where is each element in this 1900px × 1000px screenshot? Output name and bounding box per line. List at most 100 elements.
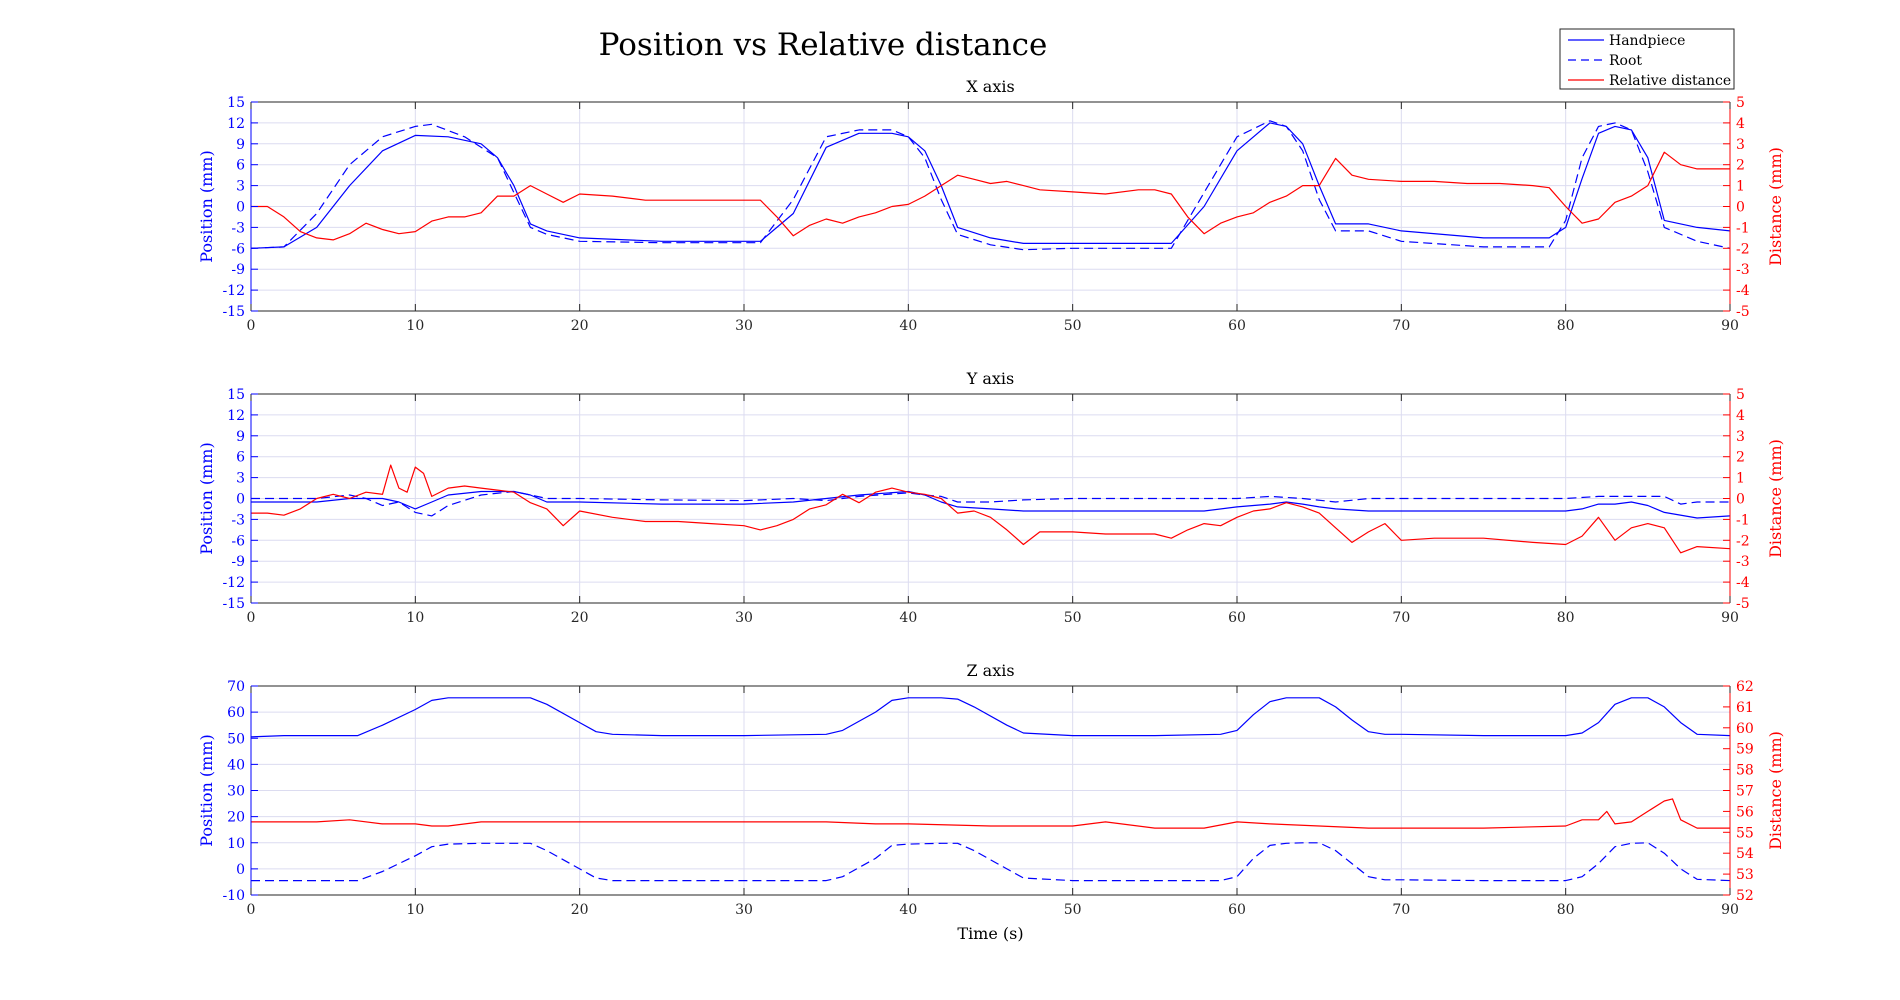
y2-tick-label: 0 — [1736, 200, 1745, 216]
y-tick-label: -15 — [222, 304, 245, 320]
y-tick-label: 0 — [236, 862, 245, 878]
y-tick-label: -9 — [231, 554, 245, 570]
y-axis-label: Position (mm) — [197, 442, 216, 554]
x-tick-label: 40 — [899, 610, 917, 626]
y2-tick-label: -5 — [1736, 304, 1750, 320]
y2-tick-label: -5 — [1736, 596, 1750, 612]
y-tick-label: 20 — [227, 810, 245, 826]
y-tick-label: 9 — [236, 137, 245, 153]
y2-tick-label: 1 — [1736, 179, 1745, 195]
x-tick-label: 20 — [571, 610, 589, 626]
x-tick-label: 50 — [1064, 902, 1082, 918]
y2-tick-label: -1 — [1736, 220, 1750, 236]
y-tick-label: 0 — [236, 200, 245, 216]
x-tick-label: 30 — [735, 610, 753, 626]
y2-tick-label: 56 — [1736, 804, 1754, 820]
y-axis-label: Position (mm) — [197, 734, 216, 846]
legend-label: Handpiece — [1609, 33, 1685, 49]
y-tick-label: -6 — [231, 533, 245, 549]
x-tick-label: 80 — [1557, 610, 1575, 626]
series-line-root — [250, 120, 1731, 251]
y2-tick-label: 61 — [1736, 700, 1754, 716]
y2-tick-label: -3 — [1736, 554, 1750, 570]
y2-tick-label: 59 — [1736, 742, 1754, 758]
y2-tick-label: -3 — [1736, 262, 1750, 278]
y-tick-label: 60 — [227, 705, 245, 721]
y-tick-label: 50 — [227, 731, 245, 747]
y-tick-label: 40 — [227, 757, 245, 773]
panel-1: 0 10 20 30 40 50 60 70 80 90-15-12-9-6-303691215-… — [197, 77, 1785, 334]
legend-label: Root — [1609, 53, 1642, 69]
x-tick-label: 30 — [735, 902, 753, 918]
y-tick-label: 6 — [236, 158, 245, 174]
panel-title: X axis — [966, 77, 1014, 96]
x-tick-label: 90 — [1721, 902, 1739, 918]
x-tick-label: 80 — [1557, 318, 1575, 334]
y2-tick-label: 57 — [1736, 784, 1754, 800]
series-line-relative-distance — [251, 151, 1730, 241]
y2-tick-label: 4 — [1736, 408, 1745, 424]
series-line-handpiece — [250, 122, 1731, 249]
panel-2: 0 10 20 30 40 50 60 70 80 90-15-12-9-6-303691215-… — [197, 369, 1785, 626]
y-tick-label: 6 — [236, 450, 245, 466]
y2-tick-label: 1 — [1736, 471, 1745, 487]
y2-tick-label: 3 — [1736, 137, 1745, 153]
x-tick-label: 50 — [1064, 610, 1082, 626]
panels: 0 10 20 30 40 50 60 70 80 90-15-12-9-6-303691215-… — [197, 77, 1785, 943]
x-tick-label: 70 — [1392, 902, 1410, 918]
x-tick-label: 70 — [1392, 610, 1410, 626]
y2-tick-label: 53 — [1736, 867, 1754, 883]
panel-title: Z axis — [966, 661, 1014, 680]
x-tick-label: 60 — [1228, 610, 1246, 626]
y-tick-label: -6 — [231, 241, 245, 257]
y2-tick-label: 52 — [1736, 888, 1754, 904]
x-tick-label: 20 — [571, 318, 589, 334]
x-tick-label: 0 — [247, 610, 256, 626]
y2-tick-label: -4 — [1736, 575, 1750, 591]
legend-box — [1559, 28, 1735, 90]
y-tick-label: 12 — [227, 408, 245, 424]
series-line-handpiece — [250, 697, 1731, 738]
series-line-relative-distance — [251, 798, 1730, 829]
x-tick-label: 0 — [247, 902, 256, 918]
y-tick-label: -3 — [231, 512, 245, 528]
x-tick-label: 90 — [1721, 318, 1739, 334]
y2-tick-label: 5 — [1736, 95, 1745, 111]
y2-tick-label: 2 — [1736, 450, 1745, 466]
y-tick-label: 30 — [227, 784, 245, 800]
y2-tick-label: -2 — [1736, 241, 1750, 257]
y2-tick-label: 5 — [1736, 387, 1745, 403]
x-tick-label: 50 — [1064, 318, 1082, 334]
y-tick-label: 3 — [236, 471, 245, 487]
series-line-root — [251, 842, 1731, 882]
x-tick-label: 20 — [571, 902, 589, 918]
panel-3: 0 10 20 30 40 50 60 70 80 90-10010203040506070525… — [197, 661, 1785, 943]
y-tick-label: -3 — [231, 220, 245, 236]
legend-label: Relative distance — [1609, 73, 1731, 89]
y-tick-label: 0 — [236, 492, 245, 508]
x-tick-label: 0 — [247, 318, 256, 334]
y2-tick-label: 55 — [1736, 825, 1754, 841]
x-tick-label: 40 — [899, 902, 917, 918]
y-tick-label: -9 — [231, 262, 245, 278]
series-line-relative-distance — [251, 464, 1731, 554]
y2-tick-label: 60 — [1736, 721, 1754, 737]
x-tick-label: 90 — [1721, 610, 1739, 626]
y-axis-label: Position (mm) — [197, 150, 216, 262]
y-tick-label: -15 — [222, 596, 245, 612]
y-tick-label: 12 — [227, 116, 245, 132]
y2-tick-label: 54 — [1736, 846, 1754, 862]
x-tick-label: 10 — [406, 610, 424, 626]
y-tick-label: -12 — [222, 575, 245, 591]
y-tick-label: -12 — [222, 283, 245, 299]
y2-tick-label: -1 — [1736, 512, 1750, 528]
y2-tick-label: 58 — [1736, 763, 1754, 779]
x-tick-label: 70 — [1392, 318, 1410, 334]
series-line-handpiece — [251, 490, 1731, 519]
y2-tick-label: -4 — [1736, 283, 1750, 299]
legend: Handpiece Root Relative distance — [1559, 28, 1735, 90]
y-tick-label: 15 — [227, 387, 245, 403]
y-tick-label: 15 — [227, 95, 245, 111]
y2-axis-label: Distance (mm) — [1766, 731, 1785, 850]
